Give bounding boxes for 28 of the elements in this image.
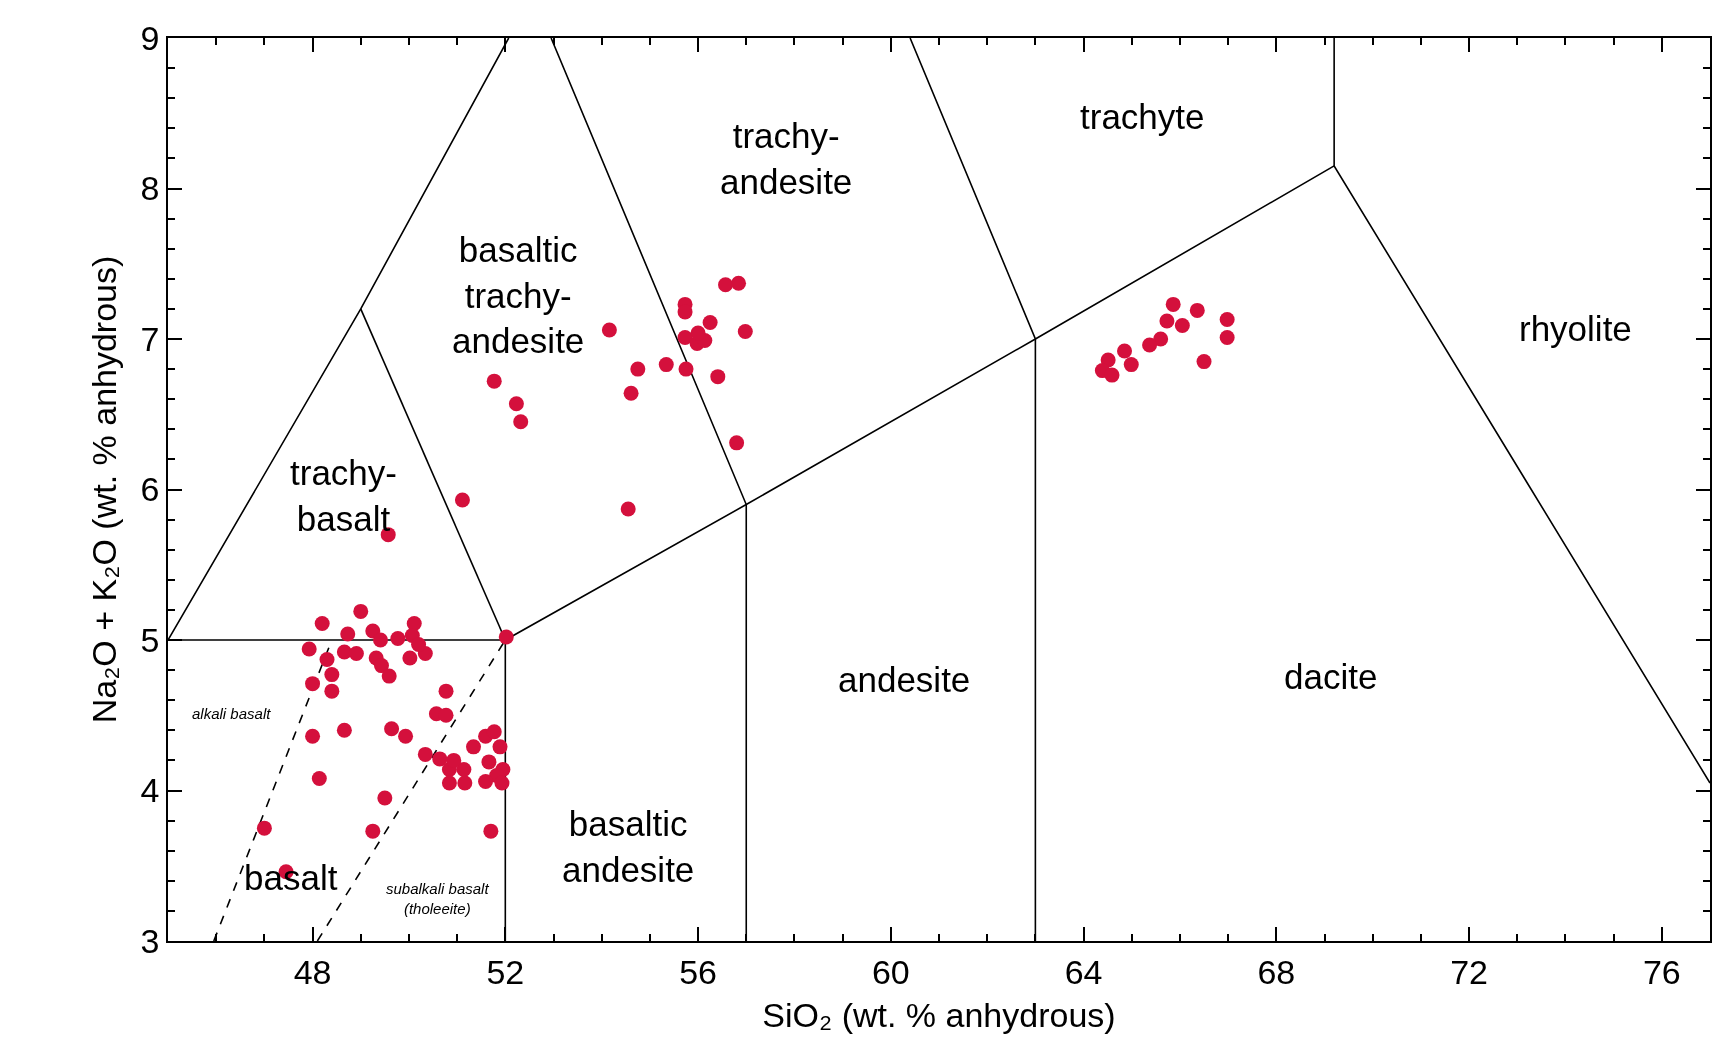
x-tick-label: 68 (1257, 952, 1296, 991)
annotation: dacite (1284, 657, 1378, 696)
annotation: trachyte (1080, 97, 1205, 136)
y-tick-label: 3 (140, 921, 160, 960)
y-tick-label: 7 (140, 319, 160, 358)
annotation: basaltic trachy- andesite (452, 230, 585, 360)
annotation: trachy- andesite (720, 116, 853, 201)
x-tick-label: 76 (1642, 952, 1681, 991)
annotation: trachy- basalt (290, 453, 397, 538)
y-tick-label: 5 (140, 620, 160, 659)
x-tick-label: 52 (486, 952, 525, 991)
y-tick-label: 8 (140, 169, 160, 208)
x-tick-label: 72 (1450, 952, 1488, 991)
annotation: alkali basalt (192, 705, 272, 722)
y-axis-title: Na₂O + K₂O (wt. % anhydrous) (84, 255, 123, 724)
x-tick-label: 48 (293, 952, 332, 991)
annotation: rhyolite (1519, 309, 1632, 348)
annotation: basalt (244, 858, 338, 897)
annotation: andesite (838, 660, 971, 699)
x-tick-label: 56 (679, 952, 717, 991)
x-tick-label: 64 (1064, 952, 1103, 991)
y-tick-label: 9 (140, 18, 160, 57)
annotation: basaltic andesite (562, 804, 695, 889)
y-tick-label: 6 (140, 470, 160, 509)
x-tick-label: 60 (871, 952, 910, 991)
annotation: subalkali basalt (tholeeite) (386, 880, 490, 917)
x-axis-title: SiO₂ (wt. % anhydrous) (762, 996, 1116, 1035)
y-tick-label: 4 (140, 771, 160, 810)
